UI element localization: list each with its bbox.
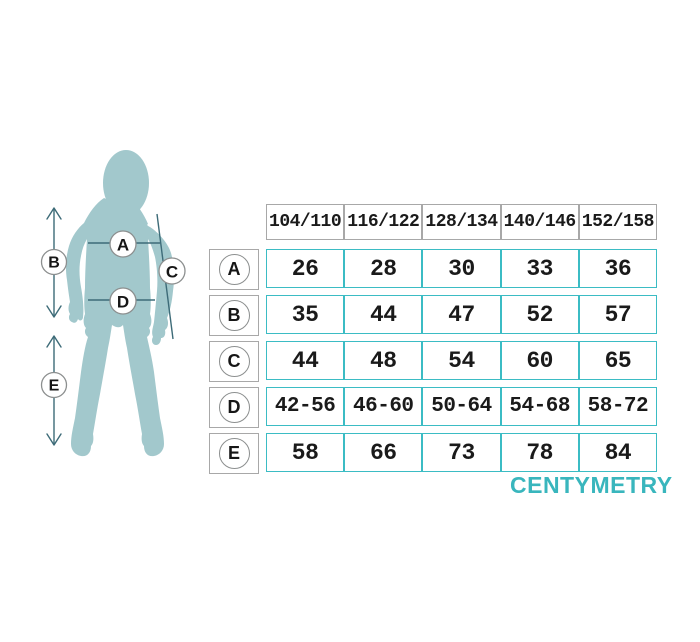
svg-text:D: D — [117, 293, 129, 312]
svg-text:E: E — [49, 378, 60, 395]
svg-text:A: A — [117, 236, 129, 255]
svg-text:B: B — [48, 255, 60, 272]
svg-text:C: C — [166, 263, 178, 282]
